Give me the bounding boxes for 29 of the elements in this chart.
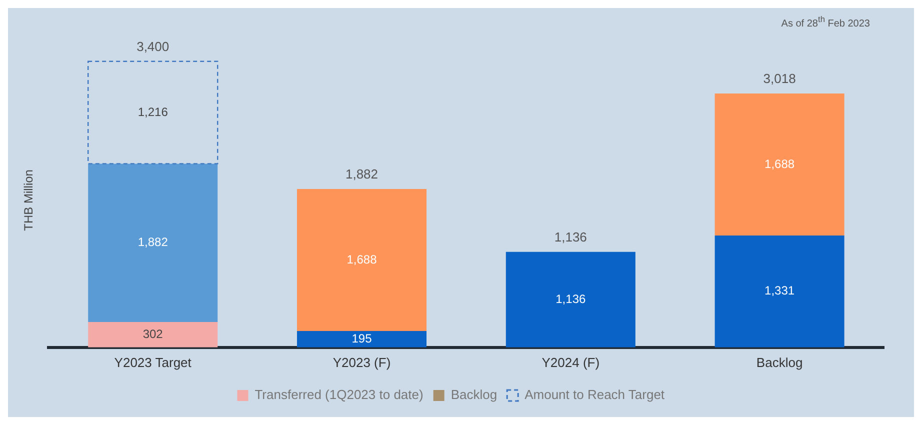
bar <box>714 93 844 236</box>
x-tick-label: Backlog <box>756 354 803 370</box>
bar <box>88 322 218 348</box>
bar <box>296 331 427 348</box>
bar <box>88 164 218 322</box>
total-label: 1,882 <box>345 166 378 182</box>
data-label: 1,216 <box>138 104 168 119</box>
y-axis-title: THB Million <box>22 170 36 231</box>
legend-label: Backlog <box>450 387 498 402</box>
legend-label: Transferred (1Q2023 to date) <box>254 387 424 402</box>
text: As of 28$^{th}$ Feb 2023 <box>781 14 870 30</box>
data-label: 1,688 <box>764 156 795 171</box>
data-label: 1,331 <box>764 284 795 298</box>
data-label: 1,136 <box>556 292 586 306</box>
total-label: 1,136 <box>554 229 587 244</box>
data-label: 302 <box>142 327 164 342</box>
bar <box>506 252 636 348</box>
x-tick-label: Y2024 (F) <box>542 354 600 370</box>
data-label: 1,882 <box>138 235 168 250</box>
data-label: 195 <box>352 332 372 346</box>
bar <box>296 189 427 331</box>
x-tick-label: Y2023 Target <box>114 354 192 370</box>
bar <box>87 60 218 164</box>
legend-label: Amount to Reach Target <box>524 387 665 402</box>
x-tick-label: Y2023 (F) <box>332 354 391 370</box>
total-label: 3,400 <box>136 38 170 54</box>
total-label: 3,018 <box>763 71 796 86</box>
bar <box>714 235 844 348</box>
data-label: 1,688 <box>346 252 378 266</box>
